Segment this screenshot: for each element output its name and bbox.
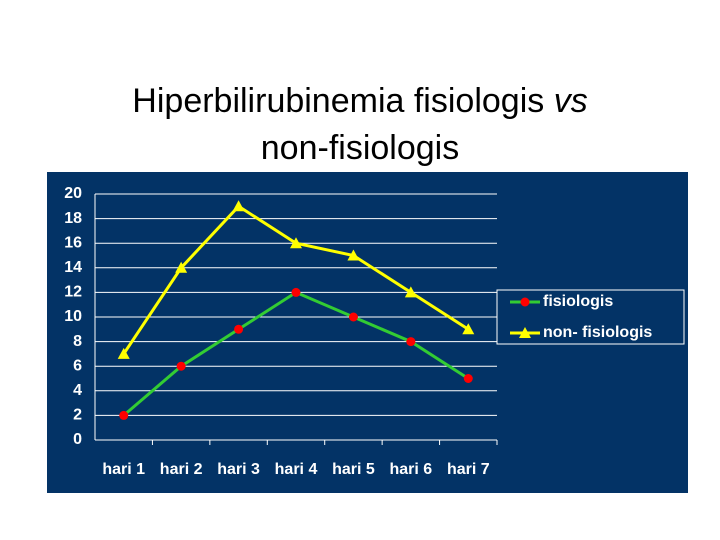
legend-box (496, 289, 685, 345)
x-tick-label: hari 5 (332, 461, 375, 478)
x-tick-label: hari 1 (102, 461, 145, 478)
x-tick-label: hari 7 (447, 461, 490, 478)
marker (175, 261, 188, 273)
legend-marker (520, 297, 530, 307)
marker (462, 323, 475, 335)
y-tick-label: 18 (64, 210, 82, 227)
y-tick-label: 0 (73, 431, 82, 448)
x-tick-label: hari 4 (275, 461, 318, 478)
y-tick-label: 10 (64, 308, 82, 325)
title-text: Hiperbilirubinemia fisiologis (132, 82, 544, 120)
slide-title-line2: non-fisiologis (261, 129, 459, 167)
title-emphasis: vs (554, 82, 588, 120)
legend-label: non- fisiologis (543, 324, 652, 341)
y-tick-label: 6 (73, 357, 82, 374)
y-tick-label: 4 (73, 382, 82, 399)
y-tick-label: 14 (64, 259, 82, 276)
marker (117, 347, 130, 359)
x-tick-label: hari 6 (390, 461, 433, 478)
y-tick-label: 8 (73, 333, 82, 350)
marker (291, 287, 301, 297)
marker (290, 237, 302, 249)
x-tick-label: hari 3 (217, 461, 260, 478)
slide-title: Hiperbilirubinemia fisiologis vs (132, 82, 587, 120)
y-tick-label: 2 (73, 407, 82, 424)
marker (234, 324, 244, 334)
marker (347, 249, 360, 261)
legend-label: fisiologis (543, 293, 613, 310)
y-tick-label: 12 (64, 284, 82, 301)
marker (406, 337, 416, 347)
y-tick-label: 20 (64, 185, 82, 202)
marker (176, 361, 186, 371)
x-tick-label: hari 2 (160, 461, 203, 478)
marker (232, 200, 245, 212)
marker (463, 374, 473, 383)
marker (119, 410, 129, 420)
y-tick-label: 16 (64, 234, 82, 251)
marker (348, 312, 358, 322)
marker (404, 286, 417, 298)
legend-marker (519, 327, 531, 338)
